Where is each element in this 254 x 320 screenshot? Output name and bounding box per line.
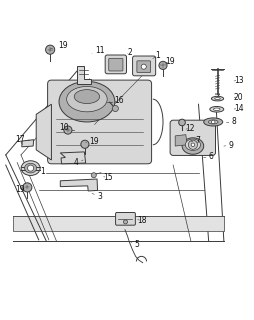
Circle shape <box>178 119 185 126</box>
Ellipse shape <box>74 90 99 104</box>
Text: 14: 14 <box>233 104 242 113</box>
FancyBboxPatch shape <box>105 55 126 74</box>
Circle shape <box>141 64 146 69</box>
Text: 11: 11 <box>92 46 104 55</box>
Text: 1: 1 <box>152 51 159 60</box>
Text: 2: 2 <box>127 48 132 57</box>
Text: 4: 4 <box>74 158 83 167</box>
FancyBboxPatch shape <box>115 212 135 225</box>
Text: 9: 9 <box>223 141 232 150</box>
Ellipse shape <box>211 96 223 101</box>
FancyBboxPatch shape <box>132 56 155 76</box>
Circle shape <box>91 173 96 178</box>
Ellipse shape <box>185 139 200 150</box>
Polygon shape <box>22 140 34 147</box>
Text: 19: 19 <box>15 185 27 195</box>
Ellipse shape <box>203 118 222 126</box>
Ellipse shape <box>24 163 37 173</box>
FancyBboxPatch shape <box>136 61 150 73</box>
Circle shape <box>81 140 89 148</box>
Text: 19: 19 <box>165 57 174 66</box>
Circle shape <box>112 106 118 112</box>
Text: 19: 19 <box>85 137 99 146</box>
Text: 8: 8 <box>226 117 235 126</box>
Text: 12: 12 <box>185 124 194 133</box>
Polygon shape <box>60 179 97 191</box>
Text: 19: 19 <box>50 41 67 50</box>
Circle shape <box>188 140 197 149</box>
Text: 3: 3 <box>92 191 102 201</box>
Ellipse shape <box>209 107 223 112</box>
Circle shape <box>211 120 214 124</box>
Ellipse shape <box>181 138 203 154</box>
Text: 10: 10 <box>59 123 69 132</box>
Text: 5: 5 <box>130 240 139 249</box>
Ellipse shape <box>213 108 219 110</box>
Circle shape <box>158 61 166 69</box>
Text: 18: 18 <box>137 216 146 225</box>
FancyBboxPatch shape <box>47 80 151 164</box>
Polygon shape <box>174 135 186 146</box>
Ellipse shape <box>66 86 107 112</box>
Polygon shape <box>13 216 223 231</box>
Text: 6: 6 <box>203 152 213 162</box>
Circle shape <box>64 126 72 134</box>
Ellipse shape <box>208 120 217 124</box>
FancyBboxPatch shape <box>108 58 122 71</box>
Ellipse shape <box>21 161 40 175</box>
Text: 13: 13 <box>233 76 242 84</box>
Text: 7: 7 <box>190 136 200 146</box>
Polygon shape <box>76 66 90 84</box>
Circle shape <box>23 183 32 192</box>
Ellipse shape <box>214 98 219 100</box>
Circle shape <box>27 165 34 171</box>
Circle shape <box>45 45 55 54</box>
Polygon shape <box>36 104 51 160</box>
FancyBboxPatch shape <box>169 120 215 156</box>
Text: 20: 20 <box>233 92 242 102</box>
Circle shape <box>190 143 194 147</box>
Polygon shape <box>60 152 85 164</box>
Text: 16: 16 <box>114 96 124 105</box>
Ellipse shape <box>59 81 114 122</box>
Text: 1: 1 <box>40 167 45 176</box>
Text: 15: 15 <box>103 173 112 182</box>
Circle shape <box>123 220 127 224</box>
Text: 17: 17 <box>15 135 30 144</box>
